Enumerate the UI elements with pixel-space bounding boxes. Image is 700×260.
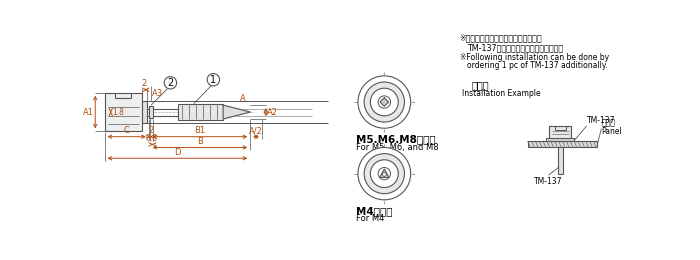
Text: A: A xyxy=(239,94,246,103)
Text: C: C xyxy=(124,126,130,135)
Text: 2: 2 xyxy=(142,79,147,88)
Text: TM-137（別売）を追加ご使用下さい。: TM-137（別売）を追加ご使用下さい。 xyxy=(468,43,564,53)
Circle shape xyxy=(370,88,398,116)
Circle shape xyxy=(364,154,405,194)
Text: B1: B1 xyxy=(195,126,205,135)
Circle shape xyxy=(378,96,391,108)
Text: A3: A3 xyxy=(152,89,163,98)
Bar xyxy=(528,141,598,147)
Text: 1.8: 1.8 xyxy=(112,108,124,116)
Bar xyxy=(104,93,141,131)
Circle shape xyxy=(364,82,405,122)
Text: For M4: For M4 xyxy=(356,214,385,223)
Text: D: D xyxy=(174,148,181,157)
Text: 0.8: 0.8 xyxy=(145,134,157,143)
Circle shape xyxy=(370,160,398,187)
Bar xyxy=(546,138,574,141)
Text: 1: 1 xyxy=(210,75,216,85)
Polygon shape xyxy=(379,169,389,178)
Text: M5.M6.M8タイプ: M5.M6.M8タイプ xyxy=(356,134,436,144)
Bar xyxy=(148,106,153,118)
Polygon shape xyxy=(380,98,389,106)
Text: パネル: パネル xyxy=(601,119,615,128)
Text: A1: A1 xyxy=(83,108,94,116)
Text: Installation Example: Installation Example xyxy=(462,89,540,98)
Text: 使用例: 使用例 xyxy=(471,80,489,90)
Circle shape xyxy=(358,147,411,200)
Text: M4タイプ: M4タイプ xyxy=(356,206,393,216)
Circle shape xyxy=(382,172,386,176)
Text: TM-137: TM-137 xyxy=(534,177,563,186)
Text: ※Following installation can be done by: ※Following installation can be done by xyxy=(459,53,608,62)
Text: A/2: A/2 xyxy=(249,126,263,135)
Bar xyxy=(178,104,223,120)
Text: Panel: Panel xyxy=(601,127,622,135)
Text: ordering 1 pc of TM-137 additionally.: ordering 1 pc of TM-137 additionally. xyxy=(468,61,608,70)
Bar xyxy=(550,126,571,141)
Text: TM-137: TM-137 xyxy=(587,116,615,125)
Circle shape xyxy=(358,76,411,128)
Circle shape xyxy=(378,167,391,180)
Circle shape xyxy=(164,77,176,89)
Polygon shape xyxy=(223,105,251,119)
Text: ※用途に合わせて、抜止めワッシャー: ※用途に合わせて、抜止めワッシャー xyxy=(459,34,542,42)
Text: A2: A2 xyxy=(267,108,279,116)
Bar xyxy=(558,147,563,174)
Text: 2: 2 xyxy=(167,78,174,88)
Text: For M5, M6, and M8: For M5, M6, and M8 xyxy=(356,143,439,152)
Text: B: B xyxy=(197,137,203,146)
Bar xyxy=(141,101,147,123)
Text: 2: 2 xyxy=(149,126,154,135)
Circle shape xyxy=(207,74,220,86)
